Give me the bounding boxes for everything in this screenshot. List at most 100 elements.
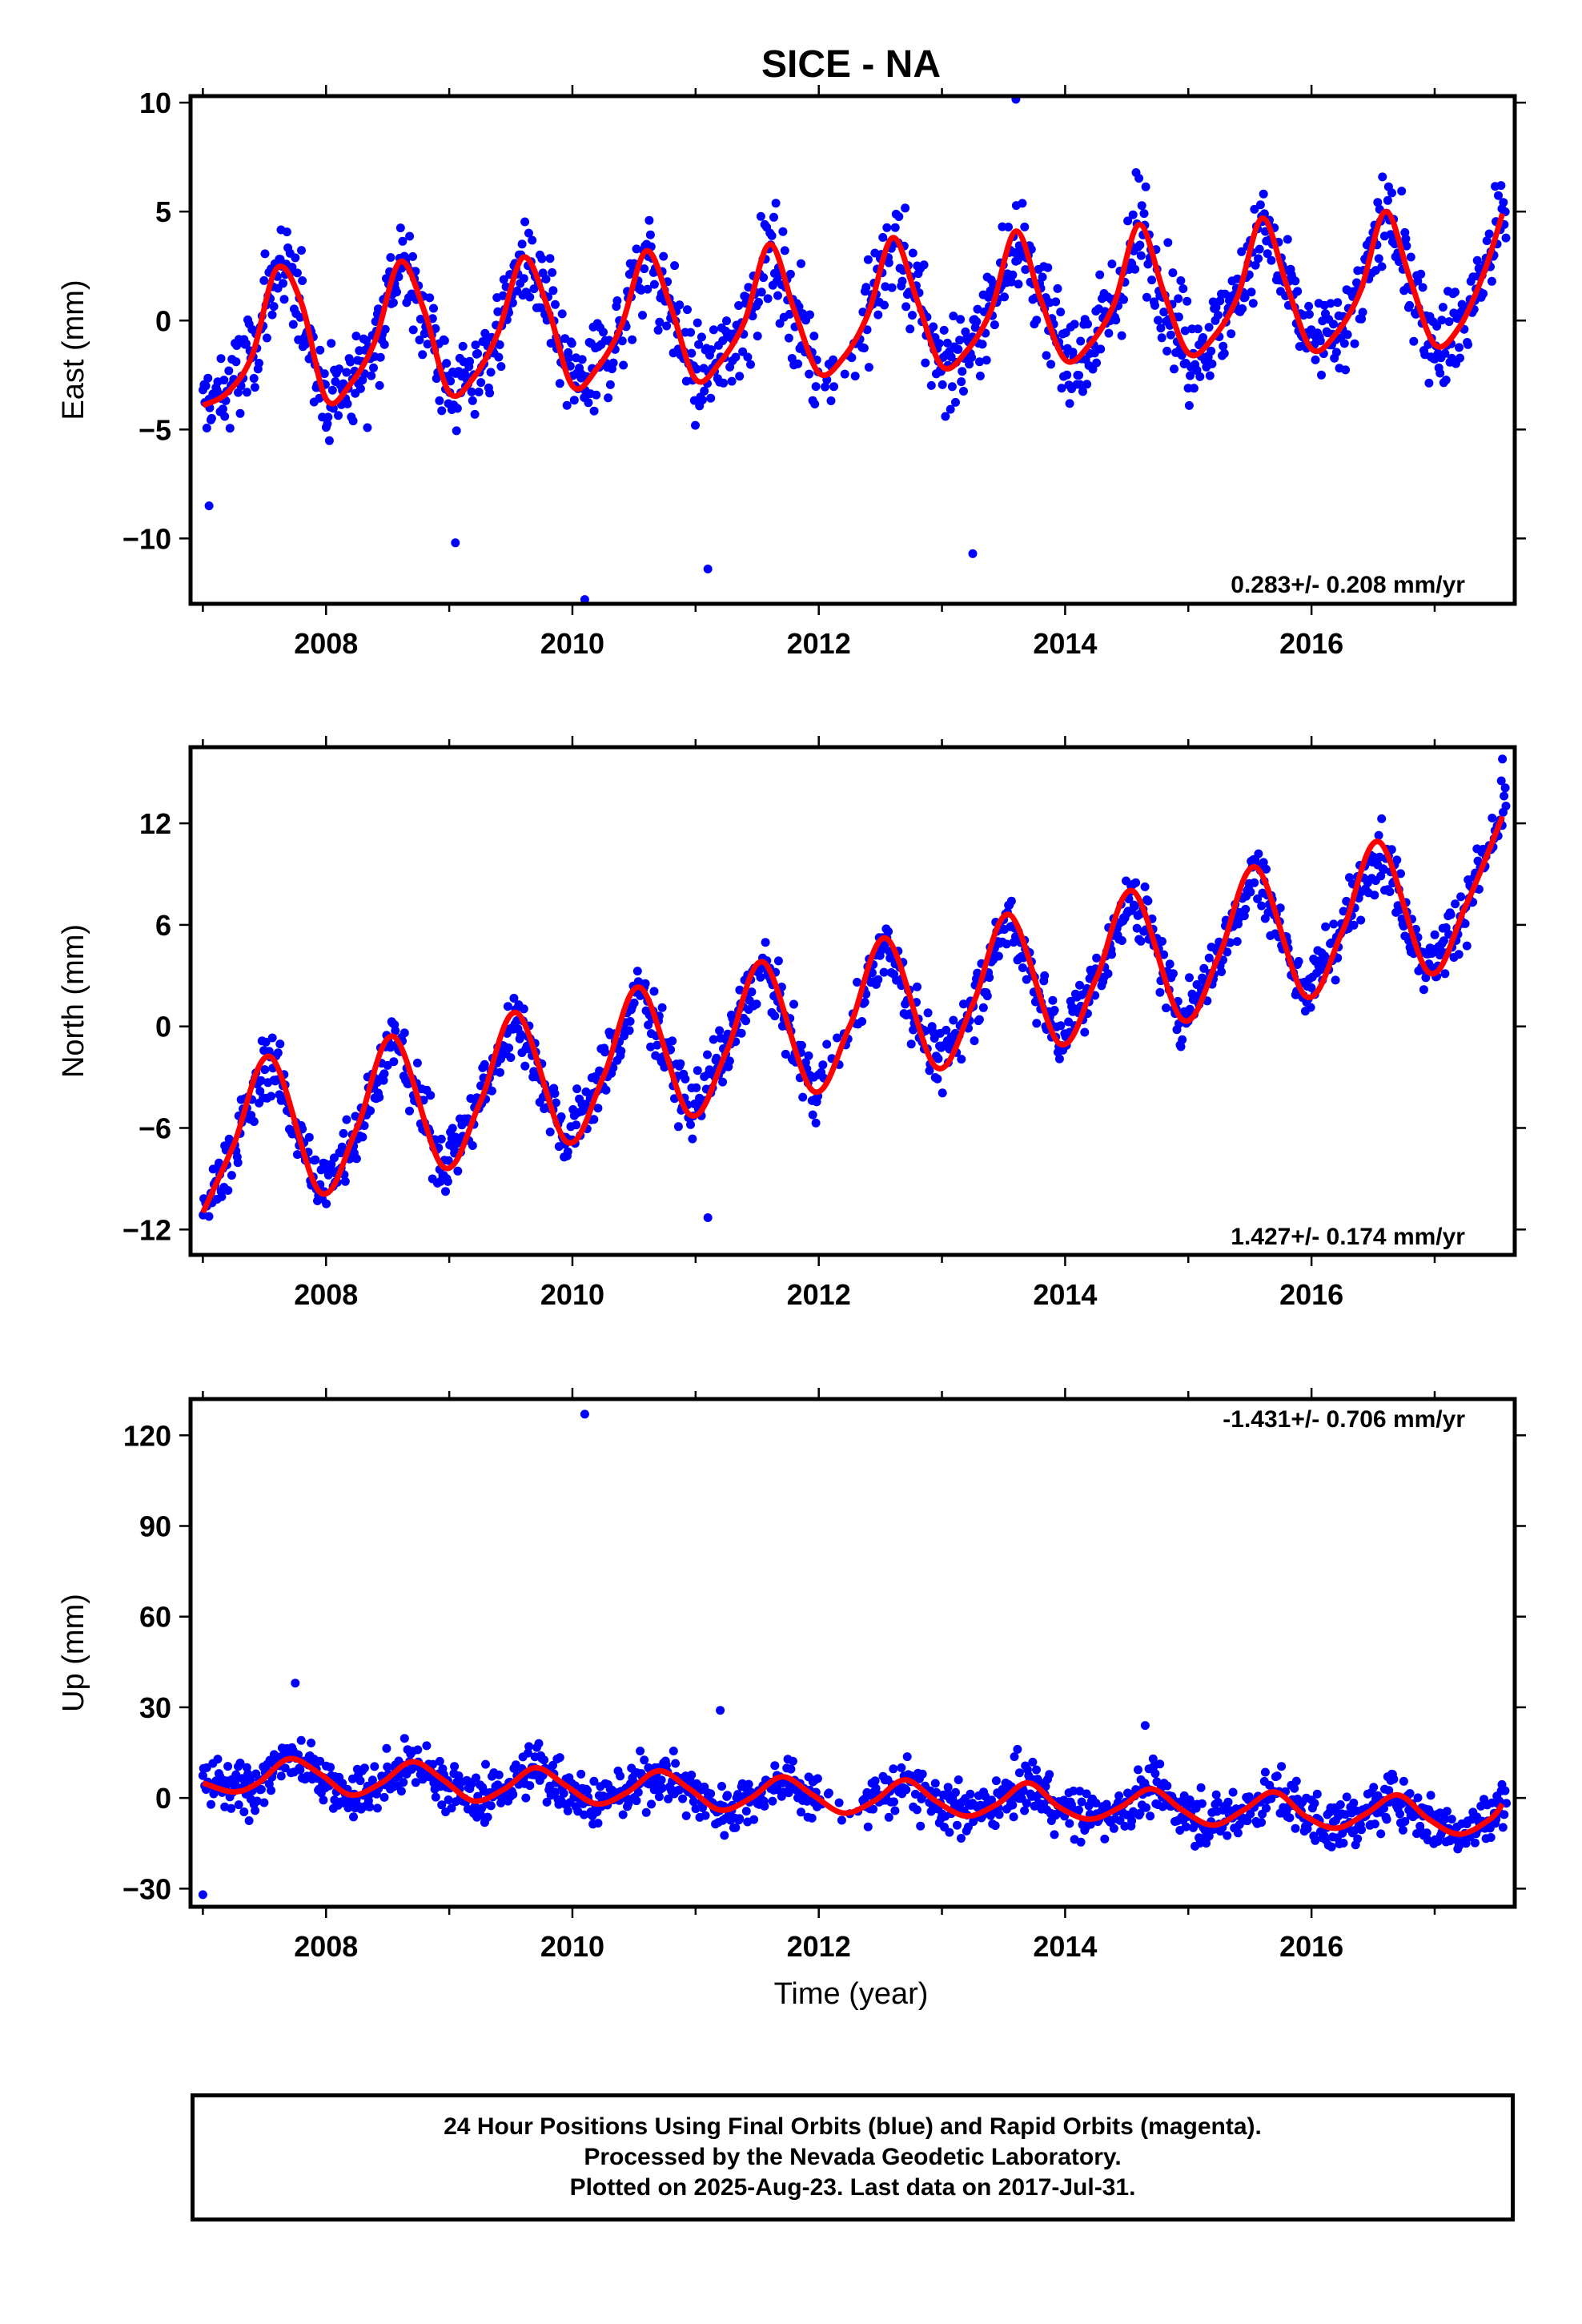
east-point — [548, 267, 557, 277]
north-point — [853, 978, 861, 987]
north-point — [741, 1016, 750, 1026]
north-point — [339, 1128, 348, 1138]
up-point — [1310, 1799, 1319, 1808]
east-point — [773, 291, 782, 300]
north-point — [1253, 894, 1263, 903]
east-point — [1042, 351, 1051, 360]
east-point — [829, 382, 838, 392]
north-point — [1259, 858, 1268, 867]
up-point — [239, 1807, 249, 1816]
north-point — [757, 963, 766, 973]
north-point — [625, 1016, 635, 1026]
north-y-tick-label: 0 — [155, 1011, 171, 1043]
north-point — [379, 1069, 389, 1079]
up-point — [749, 1815, 759, 1824]
north-point — [1500, 783, 1510, 793]
up-point — [431, 1792, 440, 1802]
north-point — [804, 1051, 813, 1060]
east-point — [1159, 308, 1169, 317]
east-point — [1117, 331, 1126, 340]
footer-box: 24 Hour Positions Using Final Orbits (bl… — [191, 2093, 1515, 2221]
east-point — [1119, 295, 1128, 304]
east-point — [1373, 198, 1383, 207]
up-point — [889, 1764, 898, 1774]
up-point — [372, 1803, 382, 1813]
north-point — [884, 927, 893, 936]
up-point — [1291, 1776, 1301, 1786]
up-point — [987, 1795, 996, 1805]
north-point — [1006, 896, 1016, 906]
east-point — [880, 300, 889, 310]
north-point — [681, 1074, 690, 1084]
east-point — [1413, 276, 1423, 286]
north-point — [1306, 1003, 1315, 1012]
up-point — [413, 1745, 423, 1755]
east-point — [659, 251, 669, 261]
north-point — [1430, 930, 1439, 939]
east-point — [1341, 365, 1351, 375]
up-outlier-point — [198, 1890, 207, 1900]
east-point — [1154, 316, 1162, 325]
north-x-tick-label: 2008 — [294, 1278, 358, 1311]
east-point — [334, 411, 343, 420]
east-y-tick-label: 0 — [155, 304, 171, 337]
north-point — [692, 1083, 701, 1092]
up-point — [1461, 1839, 1471, 1848]
up-y-tick-label: 120 — [123, 1419, 171, 1452]
east-point — [279, 295, 289, 304]
east-point — [584, 398, 593, 408]
north-point — [391, 1026, 400, 1035]
up-point — [1272, 1771, 1282, 1781]
east-point — [840, 369, 849, 379]
east-y-axis-label: East (mm) — [57, 279, 90, 420]
north-point — [572, 1084, 582, 1094]
east-point — [1219, 348, 1229, 358]
east-point — [249, 374, 259, 383]
east-point — [744, 283, 753, 292]
east-point — [342, 368, 351, 377]
north-point — [949, 1015, 958, 1025]
east-point — [471, 340, 480, 350]
east-point — [1107, 259, 1117, 269]
east-point — [757, 287, 766, 297]
east-point — [649, 279, 659, 289]
north-point — [1500, 791, 1509, 801]
north-point — [808, 1110, 817, 1120]
north-point — [873, 975, 883, 984]
up-point — [349, 1812, 358, 1822]
up-point — [678, 1794, 688, 1803]
up-point — [383, 1762, 392, 1771]
up-point — [576, 1769, 586, 1779]
north-point — [551, 1098, 560, 1108]
up-point — [1413, 1793, 1423, 1803]
east-point — [722, 316, 731, 326]
east-point — [1177, 351, 1186, 360]
east-point — [429, 304, 438, 313]
east-point — [955, 336, 965, 345]
east-point — [604, 393, 613, 403]
east-point — [207, 413, 216, 423]
up-y-tick-label: 60 — [139, 1601, 171, 1634]
east-point — [1062, 370, 1072, 380]
east-point — [887, 283, 897, 292]
north-point — [468, 1141, 477, 1150]
up-point — [1486, 1833, 1496, 1842]
north-y-tick-label: 12 — [139, 807, 171, 840]
north-point — [1329, 919, 1339, 929]
north-point — [1257, 901, 1267, 911]
up-point — [1091, 1799, 1101, 1807]
north-point — [261, 1037, 271, 1047]
north-point — [256, 1076, 266, 1085]
north-point — [657, 1003, 667, 1012]
up-point — [741, 1807, 751, 1816]
east-point — [1170, 364, 1178, 374]
up-point — [1127, 1816, 1137, 1826]
north-point — [1377, 814, 1387, 823]
north-point — [879, 967, 889, 977]
east-point — [1020, 222, 1030, 231]
east-point — [392, 287, 401, 297]
up-point — [276, 1771, 286, 1781]
east-point — [873, 310, 883, 320]
north-point — [1103, 969, 1113, 979]
east-point — [1406, 252, 1415, 262]
